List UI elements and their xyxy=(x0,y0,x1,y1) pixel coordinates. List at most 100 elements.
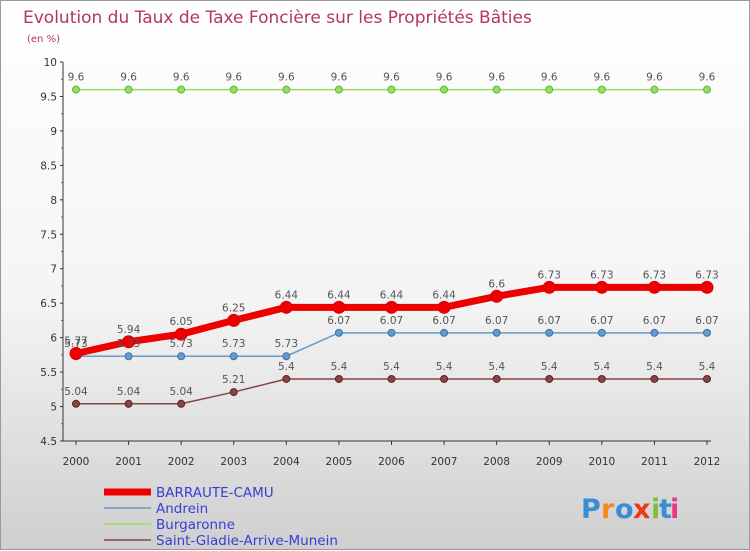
data-label: 5.77 xyxy=(64,335,87,347)
x-tick-label: 2011 xyxy=(641,456,668,468)
data-label: 5.73 xyxy=(169,338,192,350)
data-point-3 xyxy=(229,388,238,397)
data-point-0 xyxy=(700,280,714,294)
data-label: 6.44 xyxy=(432,289,456,301)
data-label: 5.4 xyxy=(383,361,400,373)
data-label: 6.07 xyxy=(432,315,455,327)
data-point-2 xyxy=(282,85,291,94)
legend-label: Andrein xyxy=(156,501,208,517)
data-point-3 xyxy=(282,374,291,383)
data-point-2 xyxy=(334,85,343,94)
data-point-2 xyxy=(72,85,80,94)
data-point-1 xyxy=(229,352,238,361)
data-point-0 xyxy=(122,335,136,349)
x-tick-label: 2006 xyxy=(378,456,405,468)
data-point-2 xyxy=(492,85,501,94)
data-point-3 xyxy=(440,374,449,383)
legend-label: BARRAUTE-CAMU xyxy=(156,485,274,501)
data-point-3 xyxy=(492,374,501,383)
data-label: 6.73 xyxy=(695,269,718,281)
y-tick-label: 10 xyxy=(44,57,57,69)
data-label: 9.6 xyxy=(225,72,242,84)
y-tick-label: 4.5 xyxy=(40,436,57,448)
legend-label: Saint-Gladie-Arrive-Munein xyxy=(156,533,338,549)
data-point-2 xyxy=(703,85,711,94)
y-tick-label: 7.5 xyxy=(40,229,57,241)
data-point-2 xyxy=(124,85,133,94)
data-label: 6.07 xyxy=(327,315,350,327)
y-tick-label: 6 xyxy=(50,333,57,345)
data-point-2 xyxy=(229,85,238,94)
logo-letter: o xyxy=(615,494,634,525)
data-point-0 xyxy=(647,280,661,294)
data-label: 6.44 xyxy=(380,289,404,301)
y-tick-label: 9 xyxy=(50,126,57,138)
data-point-1 xyxy=(492,328,501,337)
data-label: 6.07 xyxy=(380,315,403,327)
axes: 4.5 5 5.5 6 6.5 7 7.5 8 8.5 9 9.5 10 2000 2001 2002 200… xyxy=(40,57,720,468)
y-tick-label: 8 xyxy=(50,195,57,207)
data-label: 9.6 xyxy=(383,72,400,84)
data-label: 9.6 xyxy=(541,72,558,84)
x-tick-label: 2004 xyxy=(273,456,300,468)
data-point-3 xyxy=(650,374,659,383)
x-tick-label: 2007 xyxy=(431,456,458,468)
logo-letter: r xyxy=(601,494,615,525)
data-label: 6.25 xyxy=(222,302,245,314)
data-point-0 xyxy=(174,327,188,341)
x-tick-label: 2012 xyxy=(694,456,721,468)
y-tick-label: 5 xyxy=(50,402,57,414)
data-label: 6.6 xyxy=(488,278,505,290)
y-tick-label: 7 xyxy=(50,264,57,276)
data-label: 9.6 xyxy=(488,72,505,84)
chart-title: Evolution du Taux de Taxe Foncière sur l… xyxy=(23,8,532,28)
data-label: 6.07 xyxy=(643,315,666,327)
series-lines xyxy=(72,88,711,405)
data-point-1 xyxy=(703,328,711,337)
logo-letter: t xyxy=(659,494,672,525)
data-point-0 xyxy=(490,289,504,303)
data-labels: 5.77 5.94 6.05 6.25 6.44 6.44 6.44 6.44 6.6 6.73 6… xyxy=(64,72,718,398)
x-tick-label: 2001 xyxy=(115,456,142,468)
data-label: 9.6 xyxy=(593,72,610,84)
data-label: 9.6 xyxy=(68,72,85,84)
data-point-1 xyxy=(650,328,659,337)
data-point-2 xyxy=(177,85,186,94)
data-point-1 xyxy=(387,328,396,337)
data-point-1 xyxy=(124,352,133,361)
data-label: 6.44 xyxy=(327,289,351,301)
data-label: 5.4 xyxy=(331,361,348,373)
data-label: 9.6 xyxy=(699,72,716,84)
x-tick-label: 2009 xyxy=(536,456,563,468)
data-point-3 xyxy=(124,399,133,408)
data-label: 9.6 xyxy=(120,72,137,84)
data-point-2 xyxy=(597,85,606,94)
data-label: 6.73 xyxy=(590,269,613,281)
legend-label: Burgaronne xyxy=(156,517,235,533)
chart-subtitle: (en %) xyxy=(27,34,60,45)
data-point-2 xyxy=(440,85,449,94)
data-point-0 xyxy=(437,300,451,314)
data-label: 6.07 xyxy=(538,315,561,327)
data-point-0 xyxy=(69,346,83,360)
data-label: 5.73 xyxy=(275,338,298,350)
data-label: 9.6 xyxy=(646,72,663,84)
data-label: 5.4 xyxy=(646,361,663,373)
data-label: 5.4 xyxy=(488,361,505,373)
data-label: 9.6 xyxy=(173,72,190,84)
data-point-1 xyxy=(597,328,606,337)
data-label: 5.73 xyxy=(117,338,140,350)
data-point-0 xyxy=(279,300,293,314)
data-label: 6.44 xyxy=(275,289,299,301)
data-point-1 xyxy=(334,328,343,337)
data-point-3 xyxy=(72,399,80,408)
data-label: 6.73 xyxy=(643,269,666,281)
data-label: 5.73 xyxy=(64,338,87,350)
data-label: 5.04 xyxy=(169,386,193,398)
data-point-1 xyxy=(282,352,291,361)
series-points xyxy=(69,85,714,408)
data-label: 5.04 xyxy=(117,386,141,398)
logo-letter: x xyxy=(633,494,650,525)
y-tick-label: 8.5 xyxy=(40,160,57,172)
